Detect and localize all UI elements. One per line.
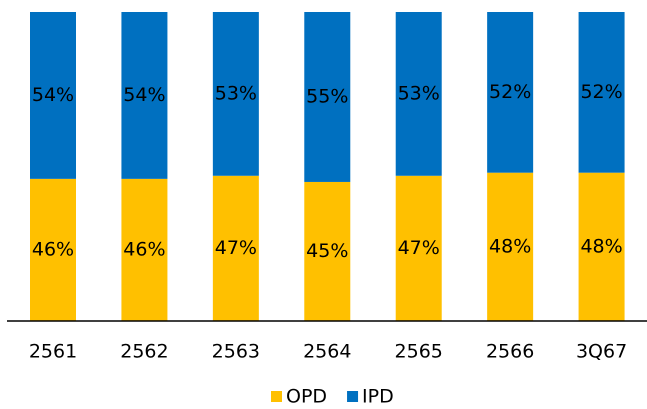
bar-segment — [487, 172, 534, 321]
bar-segment — [304, 181, 351, 321]
data-label: 46% — [32, 238, 74, 260]
data-label: 48% — [489, 235, 531, 257]
x-tick-label: 2566 — [486, 341, 534, 363]
legend-swatch — [347, 391, 359, 402]
legend-label: IPD — [362, 386, 394, 408]
bar-segment — [212, 175, 259, 321]
bar-segment — [395, 175, 442, 321]
data-label: 47% — [398, 237, 440, 259]
data-label: 48% — [580, 235, 622, 257]
bar-segment — [30, 12, 76, 179]
data-label: 54% — [123, 84, 165, 106]
legend-label: OPD — [286, 386, 327, 408]
x-tick-label: 2564 — [303, 341, 351, 363]
legend-swatch — [271, 391, 282, 402]
data-label: 52% — [580, 81, 622, 103]
bar-segment — [578, 172, 625, 321]
data-label: 55% — [306, 85, 348, 107]
x-tick-label: 2563 — [212, 341, 260, 363]
data-label: 46% — [123, 238, 165, 260]
bar-segment — [30, 178, 76, 321]
bar-segment — [212, 12, 259, 176]
bar-segment — [121, 12, 168, 179]
x-tick-label: 2565 — [395, 341, 443, 363]
bar-segment — [121, 178, 168, 321]
data-label: 45% — [306, 240, 348, 262]
x-tick-label: 2561 — [29, 341, 77, 363]
bar-segment — [304, 12, 351, 182]
data-label: 53% — [215, 82, 257, 104]
x-tick-label: 3Q67 — [576, 341, 627, 363]
bar-segment — [487, 12, 534, 173]
data-label: 54% — [32, 84, 74, 106]
data-label: 52% — [489, 81, 531, 103]
bar-segment — [395, 12, 442, 176]
data-label: 47% — [215, 237, 257, 259]
bar-segment — [578, 12, 625, 173]
x-tick-label: 2562 — [120, 341, 168, 363]
data-label: 53% — [398, 82, 440, 104]
